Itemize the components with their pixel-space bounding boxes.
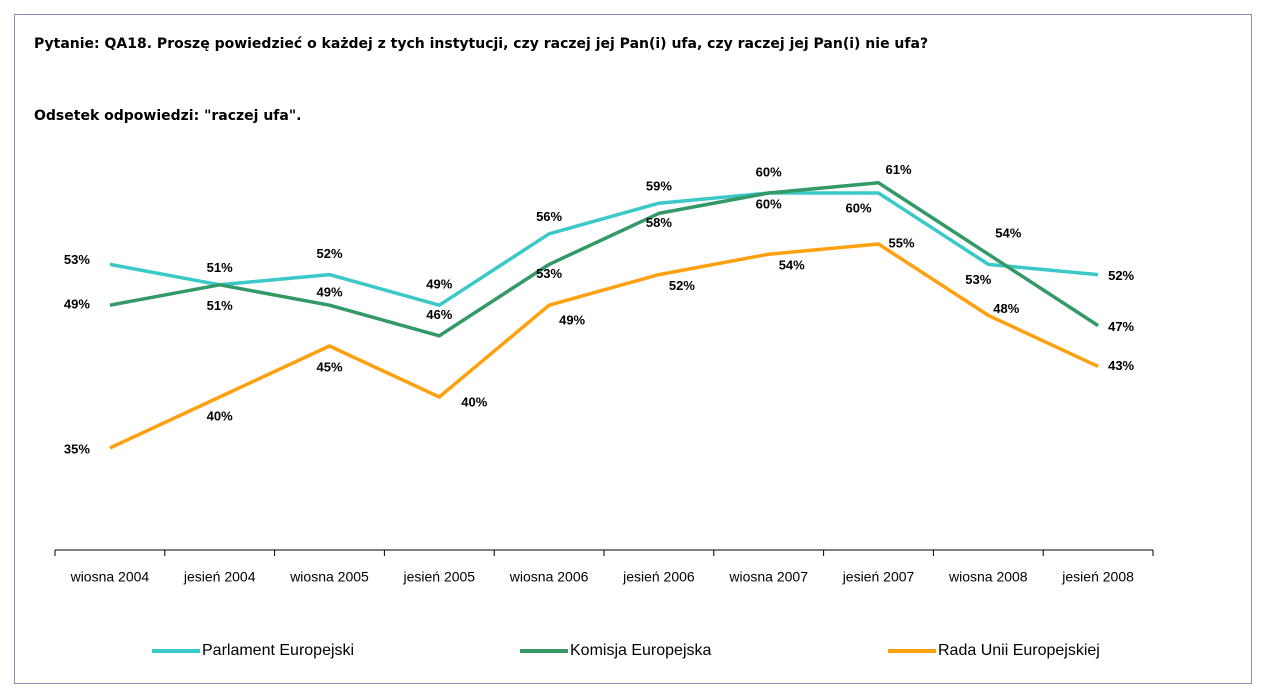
data-label: 56%: [536, 209, 562, 224]
legend-label: Parlament Europejski: [202, 642, 354, 659]
data-label: 58%: [646, 215, 672, 230]
data-label: 40%: [207, 408, 233, 423]
x-tick-label: wiosna 2008: [948, 569, 1028, 585]
data-label: 52%: [669, 278, 695, 293]
data-label: 54%: [995, 226, 1021, 241]
data-label: 53%: [64, 252, 90, 267]
data-label: 43%: [1108, 358, 1134, 373]
x-tick-label: wiosna 2007: [728, 569, 808, 585]
legend-label: Komisja Europejska: [570, 642, 712, 659]
data-label: 54%: [779, 258, 805, 273]
frame: [14, 14, 1252, 684]
x-tick-label: wiosna 2005: [289, 569, 369, 585]
data-label: 46%: [426, 307, 452, 322]
data-label: 48%: [993, 301, 1019, 316]
x-tick-label: jesień 2007: [842, 569, 915, 585]
data-label: 35%: [64, 441, 90, 456]
data-label: 49%: [426, 277, 452, 292]
legend-label: Rada Unii Europejskiej: [938, 642, 1100, 659]
data-label: 60%: [756, 196, 782, 211]
line: [109, 181, 1100, 338]
data-label: 53%: [965, 272, 991, 287]
line: [109, 191, 1099, 307]
data-label: 51%: [207, 298, 233, 313]
x-tick-label: jesień 2006: [622, 569, 695, 585]
data-label: 60%: [756, 164, 782, 179]
x-tick-label: jesień 2004: [183, 569, 256, 585]
x-tick-label: jesień 2005: [402, 569, 475, 585]
data-label: 47%: [1108, 319, 1134, 334]
x-tick-label: wiosna 2006: [509, 569, 589, 585]
data-label: 52%: [316, 246, 342, 261]
data-label: 53%: [536, 266, 562, 281]
data-label: 49%: [316, 285, 342, 300]
data-label: 60%: [845, 200, 871, 215]
data-label: 61%: [885, 162, 911, 177]
x-tick-label: jesień 2008: [1061, 569, 1134, 585]
data-label: 40%: [461, 394, 487, 409]
chart-subtitle: Odsetek odpowiedzi: "raczej ufa".: [34, 108, 302, 124]
data-label: 55%: [889, 235, 915, 250]
data-label: 49%: [559, 313, 585, 328]
data-label: 49%: [64, 297, 90, 312]
data-label: 45%: [316, 359, 342, 374]
data-label: 52%: [1108, 268, 1134, 283]
line: [109, 242, 1099, 450]
data-label: 59%: [646, 179, 672, 194]
chart-title: Pytanie: QA18. Proszę powiedzieć o każde…: [34, 36, 929, 52]
x-tick-label: wiosna 2004: [70, 569, 150, 585]
data-label: 51%: [207, 260, 233, 275]
